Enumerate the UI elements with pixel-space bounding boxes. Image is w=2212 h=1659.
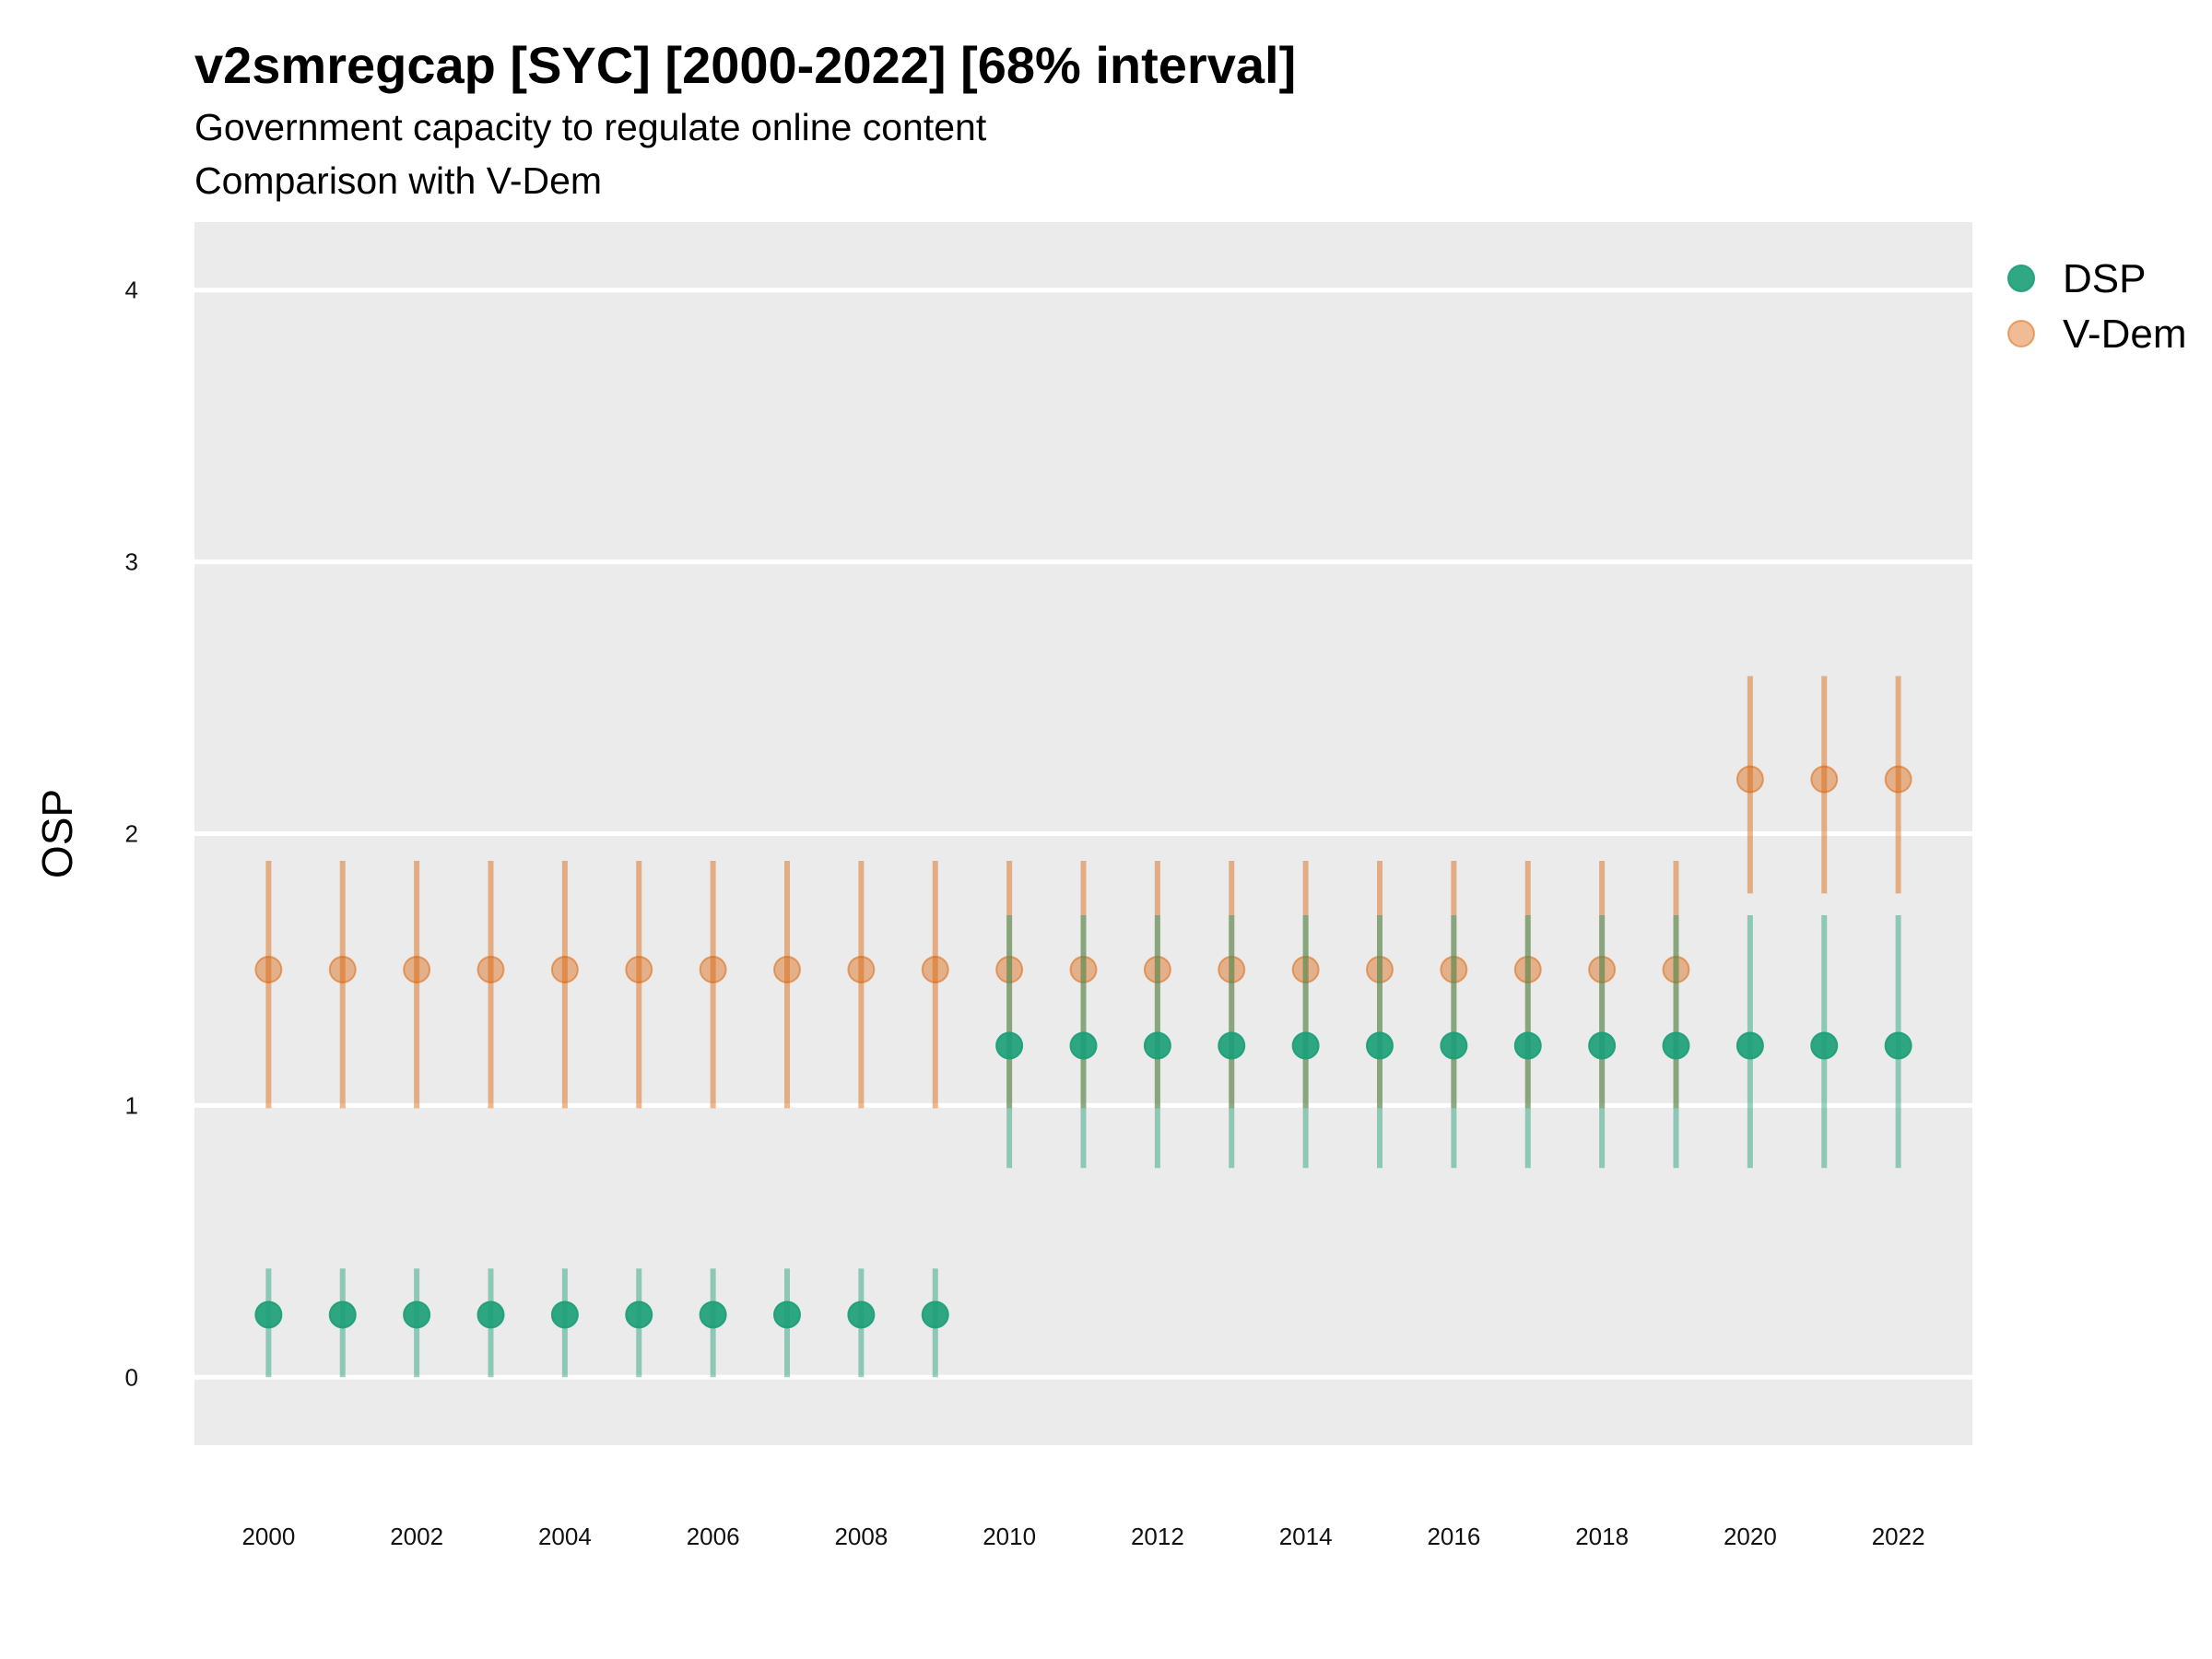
point-dsp-2013 xyxy=(1218,1031,1246,1060)
y-axis-label: OSP xyxy=(33,789,81,878)
point-v-dem-2003 xyxy=(477,955,505,983)
x-axis-ticks: 2000 2002 2004 2006 2008 2010 2012 2014 2016 2018… xyxy=(241,1523,1924,1550)
chart-subtitle-line-1: Government capacity to regulate online c… xyxy=(194,106,987,148)
y-tick-label-3: 3 xyxy=(125,548,138,576)
point-dsp-2021 xyxy=(1810,1031,1839,1060)
y-tick-label-4: 4 xyxy=(125,276,138,304)
point-dsp-2017 xyxy=(1513,1031,1542,1060)
point-dsp-2016 xyxy=(1440,1031,1468,1060)
point-dsp-2001 xyxy=(328,1300,357,1329)
point-dsp-2003 xyxy=(477,1300,505,1329)
legend-label-v-dem: V-Dem xyxy=(2063,312,2186,357)
x-tick-label-2006: 2006 xyxy=(687,1523,740,1550)
point-dsp-2015 xyxy=(1366,1031,1394,1060)
point-v-dem-2014 xyxy=(1291,955,1320,983)
y-tick-label-2: 2 xyxy=(125,820,138,848)
point-v-dem-2015 xyxy=(1366,955,1394,983)
point-v-dem-2004 xyxy=(550,955,579,983)
chart-title: v2smregcap [SYC] [2000-2022] [68% interv… xyxy=(194,36,1297,94)
point-dsp-2010 xyxy=(995,1031,1024,1060)
point-v-dem-2012 xyxy=(1143,955,1171,983)
x-tick-label-2016: 2016 xyxy=(1427,1523,1480,1550)
point-dsp-2006 xyxy=(699,1300,727,1329)
point-v-dem-2016 xyxy=(1440,955,1468,983)
point-v-dem-2007 xyxy=(773,955,801,983)
point-dsp-2022 xyxy=(1884,1031,1912,1060)
point-dsp-2004 xyxy=(550,1300,579,1329)
gridlines xyxy=(194,288,1972,1380)
point-v-dem-2006 xyxy=(699,955,727,983)
x-tick-label-2002: 2002 xyxy=(390,1523,443,1550)
legend-label-dsp: DSP xyxy=(2063,256,2146,301)
point-v-dem-2009 xyxy=(921,955,949,983)
point-dsp-2005 xyxy=(625,1300,653,1329)
point-v-dem-2008 xyxy=(847,955,876,983)
point-v-dem-2005 xyxy=(625,955,653,983)
x-tick-label-2014: 2014 xyxy=(1279,1523,1333,1550)
point-dsp-2020 xyxy=(1735,1031,1764,1060)
legend-marker-v-dem xyxy=(2007,320,2035,347)
y-tick-label-1: 1 xyxy=(125,1091,138,1119)
point-dsp-2019 xyxy=(1662,1031,1690,1060)
y-tick-label-0: 0 xyxy=(125,1363,138,1391)
point-v-dem-2011 xyxy=(1069,955,1098,983)
point-v-dem-2019 xyxy=(1662,955,1690,983)
legend-marker-dsp xyxy=(2007,265,2035,292)
x-tick-label-2000: 2000 xyxy=(241,1523,295,1550)
x-tick-label-2008: 2008 xyxy=(834,1523,888,1550)
point-v-dem-2017 xyxy=(1513,955,1542,983)
point-dsp-2002 xyxy=(403,1300,431,1329)
data-series xyxy=(254,676,1912,1378)
x-tick-label-2012: 2012 xyxy=(1131,1523,1184,1550)
point-v-dem-2018 xyxy=(1588,955,1617,983)
y-axis-ticks: 0 1 2 3 4 xyxy=(125,276,138,1392)
point-v-dem-2020 xyxy=(1735,765,1764,794)
point-v-dem-2002 xyxy=(403,955,431,983)
point-v-dem-2022 xyxy=(1884,765,1912,794)
point-dsp-2008 xyxy=(847,1300,876,1329)
point-dsp-2000 xyxy=(254,1300,283,1329)
chart-subtitle-line-2: Comparison with V-Dem xyxy=(194,159,603,202)
series-dsp xyxy=(254,914,1912,1378)
x-tick-label-2010: 2010 xyxy=(982,1523,1036,1550)
point-v-dem-2001 xyxy=(328,955,357,983)
point-v-dem-2021 xyxy=(1810,765,1839,794)
x-tick-label-2018: 2018 xyxy=(1575,1523,1629,1550)
point-v-dem-2010 xyxy=(995,955,1024,983)
point-v-dem-2000 xyxy=(254,955,283,983)
x-tick-label-2020: 2020 xyxy=(1724,1523,1777,1550)
series-v-dem xyxy=(254,676,1912,1109)
point-v-dem-2013 xyxy=(1218,955,1246,983)
point-dsp-2007 xyxy=(773,1300,801,1329)
point-dsp-2014 xyxy=(1291,1031,1320,1060)
point-dsp-2018 xyxy=(1588,1031,1617,1060)
point-dsp-2012 xyxy=(1143,1031,1171,1060)
x-tick-label-2022: 2022 xyxy=(1872,1523,1925,1550)
point-dsp-2009 xyxy=(921,1300,949,1329)
x-tick-label-2004: 2004 xyxy=(538,1523,592,1550)
legend: DSP V-Dem xyxy=(2007,256,2186,357)
point-dsp-2011 xyxy=(1069,1031,1098,1060)
